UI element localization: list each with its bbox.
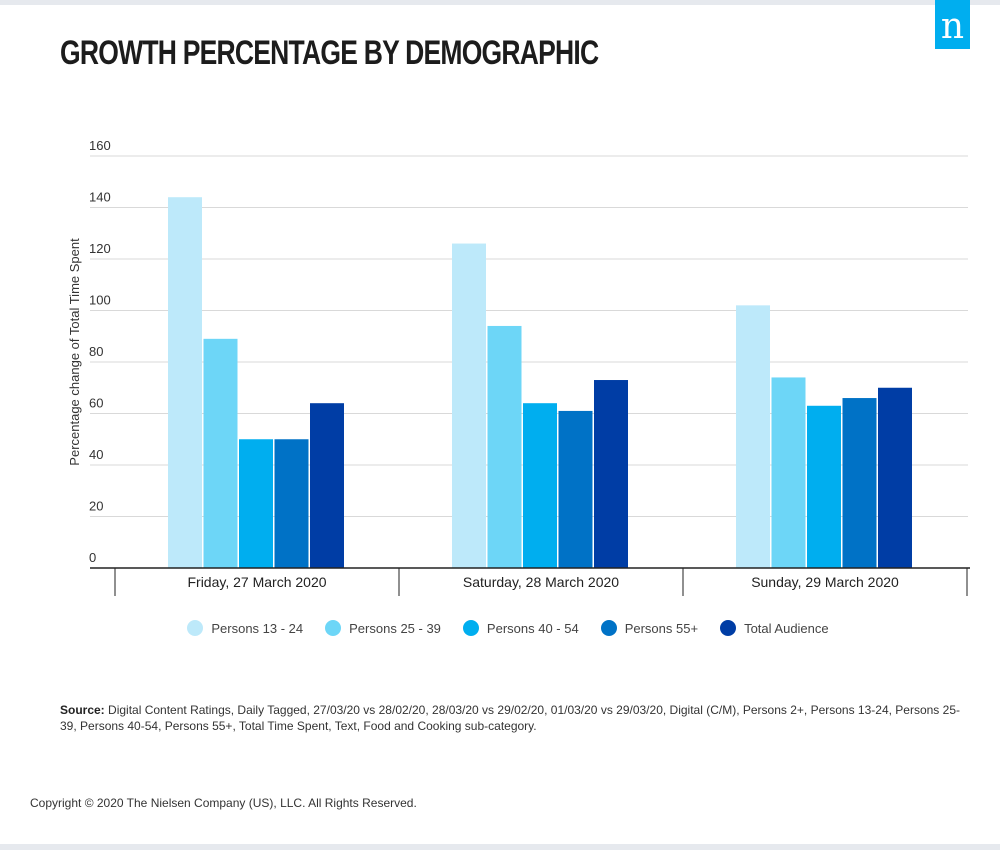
y-tick-label: 40 xyxy=(89,447,103,462)
y-tick-label: 60 xyxy=(89,396,103,411)
y-tick-label: 140 xyxy=(89,190,111,205)
x-axis: Friday, 27 March 2020 Saturday, 28 March … xyxy=(90,567,970,596)
x-tick-label: Saturday, 28 March 2020 xyxy=(463,574,619,590)
bar xyxy=(203,338,238,568)
legend-swatch xyxy=(720,620,737,636)
y-tick-label: 20 xyxy=(89,499,103,514)
legend-label: Persons 55+ xyxy=(624,620,699,636)
legend-swatch xyxy=(325,620,342,636)
bottom-strip xyxy=(0,844,1000,850)
legend-swatch xyxy=(600,620,617,636)
legend-item: Persons 13 - 24 xyxy=(187,620,303,636)
bar xyxy=(558,410,593,568)
bar xyxy=(736,305,770,568)
legend-label: Persons 13 - 24 xyxy=(211,620,304,636)
y-tick-label: 80 xyxy=(89,344,103,359)
bar xyxy=(771,377,806,568)
bar xyxy=(487,325,522,568)
y-axis-label: Percentage change of Total Time Spent xyxy=(67,238,82,466)
bars xyxy=(168,197,912,569)
y-axis-ticks: 0 20 40 60 80 100 120 140 160 xyxy=(89,138,111,565)
legend-swatch xyxy=(187,620,204,636)
bar xyxy=(842,398,877,568)
y-tick-label: 120 xyxy=(89,241,111,256)
logo-letter: n xyxy=(940,6,965,47)
bar xyxy=(594,380,628,568)
bar xyxy=(523,403,557,568)
bar xyxy=(239,439,273,568)
source-note: Source: Digital Content Ratings, Daily T… xyxy=(60,702,972,734)
legend-label: Persons 25 - 39 xyxy=(349,620,441,636)
bar xyxy=(274,439,309,568)
nielsen-logo: n xyxy=(935,0,970,49)
legend-swatch xyxy=(462,620,479,636)
copyright: Copyright © 2020 The Nielsen Company (US… xyxy=(30,796,417,810)
bar xyxy=(310,403,344,568)
top-strip xyxy=(0,0,1000,5)
chart-title: GROWTH PERCENTAGE BY DEMOGRAPHIC xyxy=(60,34,599,72)
y-tick-label: 160 xyxy=(89,138,111,153)
bar xyxy=(807,405,841,568)
legend-item: Persons 55+ xyxy=(600,620,699,636)
bar xyxy=(878,387,912,568)
bar xyxy=(452,243,486,569)
legend-item: Persons 40 - 54 xyxy=(462,620,579,636)
x-tick-label: Friday, 27 March 2020 xyxy=(187,574,326,590)
legend-item: Total Audience xyxy=(720,620,829,636)
x-tick-label: Sunday, 29 March 2020 xyxy=(751,574,899,590)
source-text: Digital Content Ratings, Daily Tagged, 2… xyxy=(60,703,960,733)
legend: Persons 13 - 24 Persons 25 - 39 Persons 40… xyxy=(0,620,1000,636)
legend-label: Persons 40 - 54 xyxy=(486,620,579,636)
legend-label: Total Audience xyxy=(744,620,829,636)
bar-chart: 0 20 40 60 80 100 120 140 160 Friday, 27 March 2… xyxy=(67,138,970,596)
legend-item: Persons 25 - 39 xyxy=(325,620,441,636)
y-tick-label: 100 xyxy=(89,293,111,308)
y-tick-label: 0 xyxy=(89,550,96,565)
source-label: Source: xyxy=(60,703,105,717)
bar xyxy=(168,197,202,568)
